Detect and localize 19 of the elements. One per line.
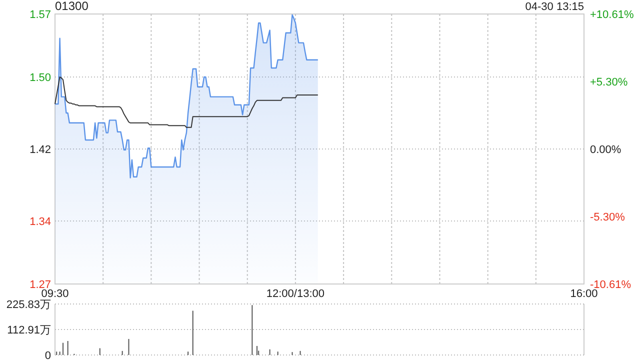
y2-tick-label: 0.00% (590, 144, 622, 156)
y2-tick-label: +5.30% (590, 76, 628, 89)
line-series (54, 76, 318, 128)
y2-tick-label: +10.61% (590, 9, 634, 21)
x-tick-label: 09:30 (41, 288, 69, 300)
x-tick-label: 16:00 (570, 288, 598, 300)
y-tick-label: 1.27 (30, 279, 51, 291)
y-tick-label: 225.83万 (6, 299, 51, 311)
y2-tick-label: -10.61% (590, 279, 632, 291)
y-tick-label: 1.50 (30, 72, 51, 84)
y-tick-label: 1.57 (30, 9, 51, 21)
chart-title: 01300 (55, 0, 89, 13)
x-tick-label: 12:00/13:00 (266, 288, 325, 300)
y-tick-label: 1.42 (30, 144, 51, 156)
y-tick-label: 1.34 (30, 216, 51, 228)
y2-tick-label: -5.30% (590, 211, 626, 224)
text: 04-30 13:15 (525, 1, 584, 13)
y-tick-label: 0 (44, 350, 51, 360)
y-tick-label: 112.91万 (7, 324, 51, 336)
